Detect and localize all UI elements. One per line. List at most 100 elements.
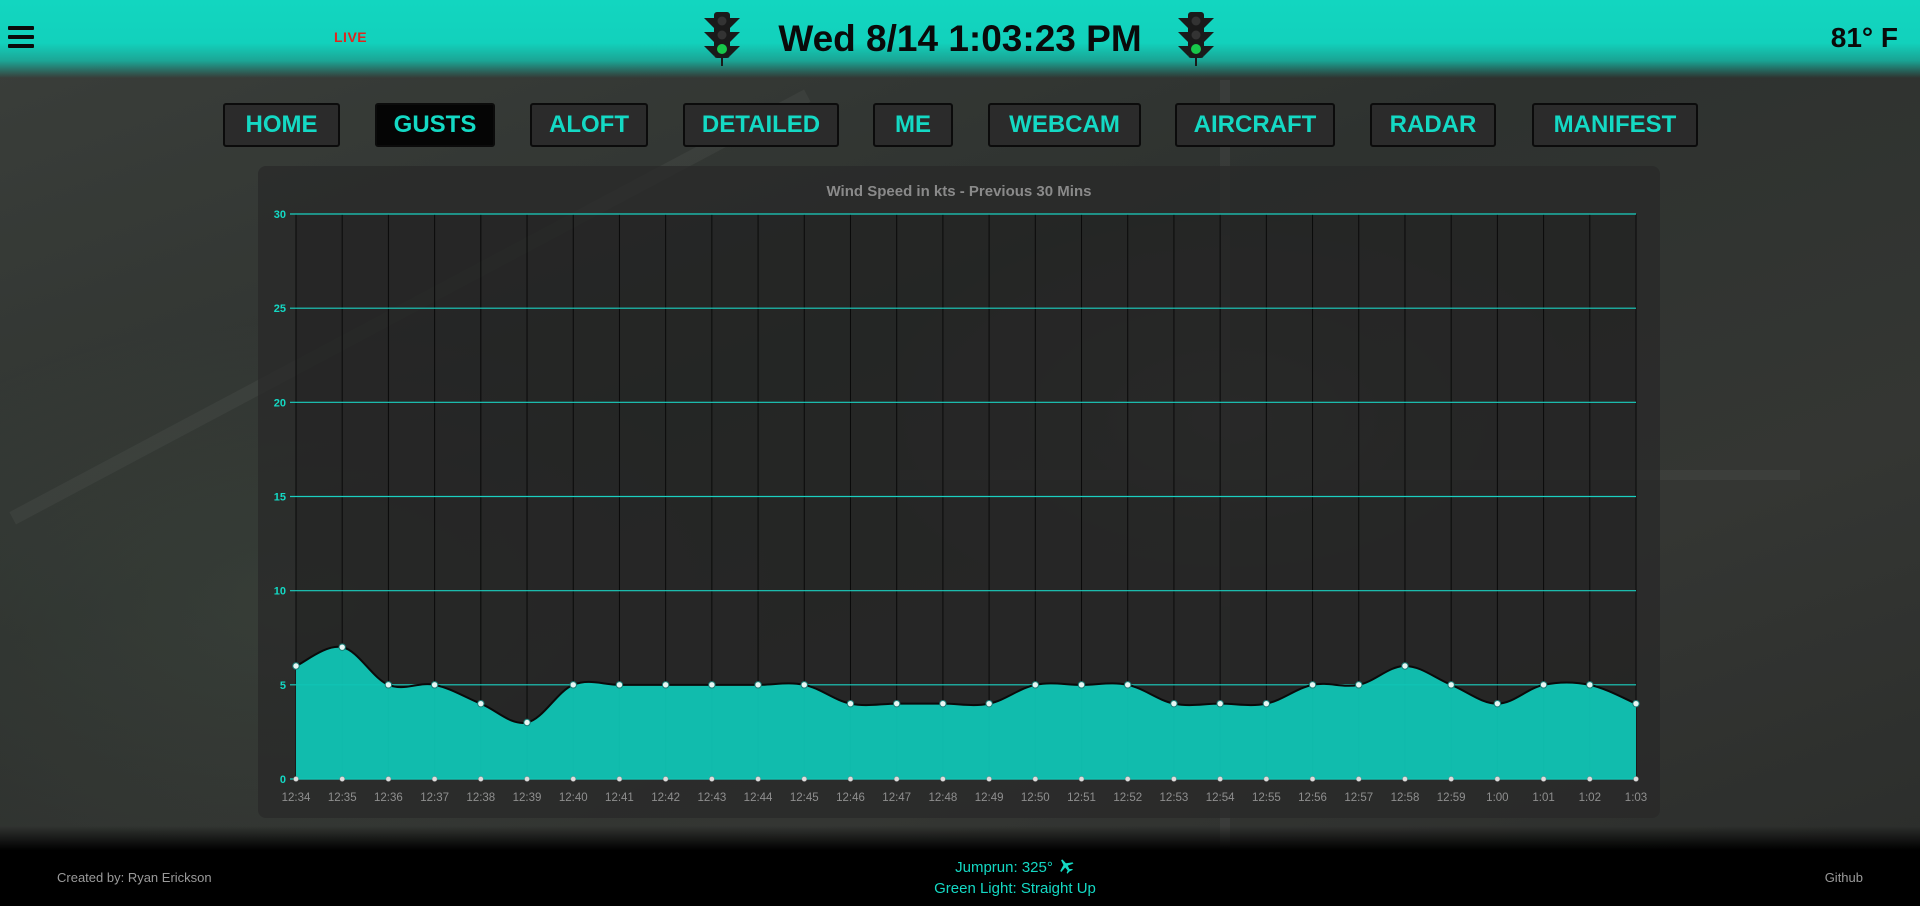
data-point bbox=[800, 681, 808, 689]
x-tick-label: 12:48 bbox=[929, 792, 958, 804]
baseline-point bbox=[1494, 776, 1501, 782]
data-point bbox=[939, 699, 947, 708]
baseline-point bbox=[1448, 776, 1454, 782]
baseline-point bbox=[940, 776, 946, 782]
data-point bbox=[1355, 681, 1363, 689]
x-tick-label: 12:45 bbox=[790, 792, 819, 804]
data-point bbox=[1077, 681, 1086, 689]
jumprun-text: Jumprun: 325° bbox=[955, 859, 1053, 876]
data-point bbox=[1262, 699, 1271, 708]
data-point bbox=[292, 662, 300, 670]
x-tick-label: 12:55 bbox=[1252, 792, 1281, 804]
data-point bbox=[1170, 699, 1178, 708]
y-tick-label: 25 bbox=[274, 303, 286, 315]
data-point bbox=[523, 718, 531, 727]
baseline-point bbox=[847, 776, 854, 782]
y-tick-label: 30 bbox=[274, 209, 286, 221]
data-point bbox=[1632, 699, 1640, 708]
data-point bbox=[1031, 681, 1040, 689]
baseline-point bbox=[1032, 776, 1039, 782]
data-point bbox=[615, 681, 624, 689]
live-indicator: LIVE bbox=[334, 29, 368, 45]
traffic-light-icon bbox=[1178, 12, 1214, 66]
x-tick-label: 12:39 bbox=[513, 792, 542, 804]
current-datetime: Wed 8/14 1:03:23 PM bbox=[778, 18, 1142, 59]
baseline-point bbox=[893, 776, 900, 782]
x-tick-label: 12:36 bbox=[374, 792, 403, 804]
temperature-readout: 81° F bbox=[1830, 22, 1898, 53]
data-point bbox=[430, 681, 439, 689]
baseline-point bbox=[801, 776, 808, 782]
y-tick-label: 0 bbox=[280, 774, 286, 786]
data-point bbox=[1493, 699, 1502, 708]
x-tick-label: 1:00 bbox=[1486, 792, 1508, 804]
x-tick-label: 12:46 bbox=[836, 792, 865, 804]
nav-webcam-button[interactable]: WEBCAM bbox=[988, 103, 1141, 147]
baseline-point bbox=[1633, 776, 1639, 782]
x-tick-label: 1:02 bbox=[1579, 792, 1601, 804]
x-tick-label: 12:35 bbox=[328, 792, 357, 804]
data-point bbox=[846, 699, 855, 708]
data-point bbox=[1216, 699, 1224, 708]
data-point bbox=[1124, 681, 1132, 689]
x-tick-label: 12:54 bbox=[1206, 792, 1235, 804]
baseline-point bbox=[1540, 776, 1547, 782]
nav-detailed-button[interactable]: DETAILED bbox=[683, 103, 839, 147]
x-tick-label: 12:52 bbox=[1113, 792, 1142, 804]
baseline-point bbox=[1078, 776, 1085, 782]
nav-me-button[interactable]: ME bbox=[873, 103, 953, 147]
x-tick-label: 12:34 bbox=[282, 792, 311, 804]
y-tick-label: 10 bbox=[274, 586, 286, 598]
x-tick-label: 12:37 bbox=[420, 792, 449, 804]
baseline-point bbox=[1402, 776, 1408, 782]
data-point bbox=[1586, 681, 1594, 689]
x-tick-label: 12:58 bbox=[1391, 792, 1420, 804]
y-tick-label: 15 bbox=[274, 492, 286, 504]
nav-radar-button[interactable]: RADAR bbox=[1370, 103, 1496, 147]
github-link[interactable]: Github bbox=[1824, 870, 1863, 885]
baseline-point bbox=[1217, 776, 1223, 782]
x-tick-label: 12:57 bbox=[1344, 792, 1373, 804]
baseline-point bbox=[1171, 776, 1177, 782]
x-tick-label: 12:53 bbox=[1160, 792, 1189, 804]
nav-gusts-button[interactable]: GUSTS bbox=[375, 103, 495, 147]
baseline-point bbox=[431, 776, 438, 782]
data-point bbox=[661, 681, 670, 689]
chart-title: Wind Speed in kts - Previous 30 Mins bbox=[826, 183, 1092, 200]
baseline-point bbox=[570, 776, 576, 782]
baseline-point bbox=[293, 776, 299, 782]
green-light-text: Green Light: Straight Up bbox=[934, 880, 1096, 897]
baseline-point bbox=[385, 776, 392, 782]
baseline-point bbox=[1356, 776, 1362, 782]
x-tick-label: 12:50 bbox=[1021, 792, 1050, 804]
header-bar: LIVE Wed 8/14 1:03:23 PM bbox=[0, 0, 1920, 78]
nav-home-button[interactable]: HOME bbox=[223, 103, 340, 147]
x-tick-label: 1:01 bbox=[1532, 792, 1554, 804]
nav-aircraft-button[interactable]: AIRCRAFT bbox=[1175, 103, 1335, 147]
x-tick-label: 12:59 bbox=[1437, 792, 1466, 804]
x-tick-label: 12:38 bbox=[466, 792, 495, 804]
baseline-point bbox=[339, 776, 345, 782]
nav-manifest-button[interactable]: MANIFEST bbox=[1532, 103, 1698, 147]
hamburger-menu-icon[interactable] bbox=[8, 26, 34, 48]
baseline-point bbox=[662, 776, 669, 782]
footer-bar bbox=[0, 826, 1920, 906]
x-tick-label: 12:49 bbox=[975, 792, 1004, 804]
baseline-point bbox=[1124, 776, 1131, 782]
nav-aloft-button[interactable]: ALOFT bbox=[530, 103, 648, 147]
x-tick-label: 12:56 bbox=[1298, 792, 1327, 804]
baseline-point bbox=[524, 776, 530, 782]
data-point bbox=[892, 699, 901, 708]
x-tick-label: 1:03 bbox=[1625, 792, 1647, 804]
x-tick-label: 12:44 bbox=[744, 792, 773, 804]
data-point bbox=[1447, 681, 1455, 689]
x-tick-label: 12:51 bbox=[1067, 792, 1096, 804]
header-center: Wed 8/14 1:03:23 PM bbox=[700, 8, 1220, 68]
wind-area-fill bbox=[296, 646, 1636, 779]
data-point bbox=[1308, 681, 1317, 689]
data-point bbox=[985, 699, 993, 708]
x-tick-label: 12:42 bbox=[651, 792, 680, 804]
baseline-point bbox=[755, 776, 761, 782]
traffic-light-icon bbox=[704, 12, 740, 66]
